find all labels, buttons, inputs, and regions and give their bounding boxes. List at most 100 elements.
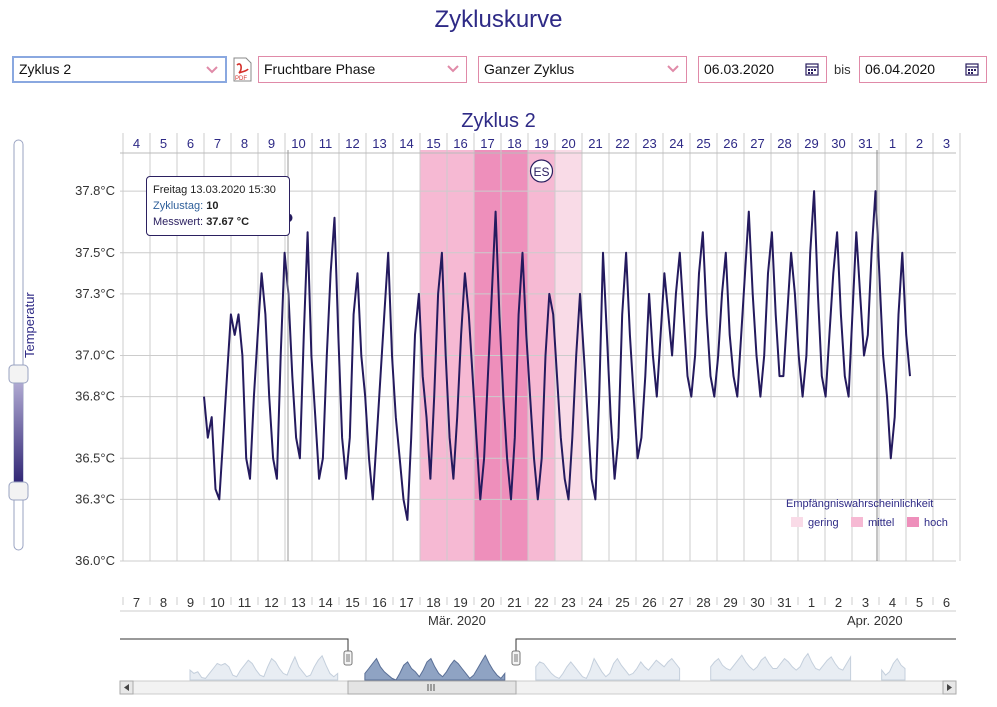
bottom-tick-label: 26 [642,595,656,610]
date-from-value: 06.03.2020 [704,61,775,77]
event-marker-group: ES [529,159,554,183]
date-from-field[interactable]: 06.03.2020 [698,56,827,83]
arrow-right-icon [947,684,952,691]
top-tick-label: 29 [804,136,818,151]
bottom-tick-label: 1 [808,595,815,610]
y-tick-label: 37.3°C [75,286,115,301]
cycle-select-value: Zyklus 2 [19,61,72,77]
top-tick-label: 30 [831,136,845,151]
bottom-tick-label: 14 [318,595,332,610]
tooltip-day-key: Zyklustag: [153,200,204,212]
top-tick-label: 7 [214,136,221,151]
bottom-tick-label: 3 [862,595,869,610]
bottom-tick-label: 21 [507,595,521,610]
bottom-tick-label: 12 [264,595,278,610]
tooltip-value-value: 37.67 °C [206,216,250,228]
navigator-area [189,654,339,681]
top-tick-label: 6 [187,136,194,151]
y-axis: 36.0°C 36.3°C 36.5°C 36.8°C 37.0°C 37.3°C 37.5… [75,183,115,568]
top-tick-label: 16 [453,136,467,151]
phase-select-value: Fruchtbare Phase [264,61,376,77]
y-tick-label: 37.5°C [75,245,115,260]
legend-swatch-mittel [851,517,863,527]
y-zoom-range [14,376,23,488]
pdf-icon: PDF [233,57,252,82]
legend-item-hoch[interactable]: hoch [907,517,948,529]
bottom-tick-label: 18 [426,595,440,610]
legend-swatch-gering [791,517,803,527]
legend-title: Empfängniswahrscheinlichkeit [786,498,934,510]
bottom-tick-label: 31 [777,595,791,610]
bottom-tick-label: 23 [561,595,575,610]
top-tick-label: 20 [561,136,575,151]
top-tick-label: 25 [696,136,710,151]
navigator-area [710,652,852,681]
arrow-left-icon [124,684,129,691]
y-tick-label: 37.8°C [75,183,115,198]
bottom-tick-label: 19 [453,595,467,610]
top-tick-label: 27 [750,136,764,151]
month-label-maerz: Mär. 2020 [428,613,486,628]
pdf-export-button[interactable]: PDF [231,57,253,88]
top-tick-label: 21 [588,136,602,151]
bottom-tick-label: 20 [480,595,494,610]
bottom-tick-label: 30 [750,595,764,610]
navigator-frame [120,638,956,651]
y-tick-label: 36.5°C [75,450,115,465]
legend-label-mittel: mittel [868,517,895,529]
scrollbar-track[interactable] [119,680,957,695]
bottom-tick-label: 11 [238,595,252,610]
navigator-handle-right[interactable] [511,650,521,666]
navigator-group [8,139,957,695]
range-select[interactable]: Ganzer Zyklus [478,56,687,83]
bottom-tick-label: 10 [210,595,224,610]
bottom-tick-label: 24 [588,595,602,610]
top-tick-label: 11 [319,136,333,151]
scrollbar-thumb[interactable] [347,680,517,695]
top-tick-label: 4 [133,136,140,151]
bottom-tick-label: 25 [615,595,629,610]
top-tick-label: 9 [268,136,275,151]
navigator-handle-left[interactable] [343,650,353,666]
y-zoom-handle-top[interactable] [8,364,29,384]
pdf-icon-label: PDF [235,76,247,82]
tooltip-day-value: 10 [206,200,219,212]
date-separator: bis [834,62,851,77]
bottom-tick-label: 9 [187,595,194,610]
bottom-tick-label: 5 [916,595,923,610]
tooltip-value-key: Messwert: [153,216,204,228]
top-tick-label: 5 [160,136,167,151]
cycle-select[interactable]: Zyklus 2 [12,56,227,83]
bottom-tick-label: 6 [943,595,950,610]
phase-select[interactable]: Fruchtbare Phase [258,56,467,83]
bottom-tick-label: 4 [889,595,896,610]
top-tick-label: 13 [372,136,386,151]
bottom-tick-label: 17 [399,595,413,610]
date-to-value: 06.04.2020 [865,61,936,77]
navigator-area [881,657,906,681]
legend-label-gering: gering [808,517,839,529]
top-tick-label: 17 [480,136,494,151]
y-tick-label: 36.0°C [75,553,115,568]
top-tick-label: 19 [534,136,548,151]
top-tick-label: 8 [241,136,248,151]
bottom-tick-label: 15 [345,595,359,610]
top-tick-label: 23 [642,136,656,151]
legend-item-mittel[interactable]: mittel [851,517,894,529]
navigator-area-selected [364,654,506,681]
legend-item-gering[interactable]: gering [791,517,839,529]
top-tick-label: 28 [777,136,791,151]
chevron-down-icon [206,66,218,74]
date-to-field[interactable]: 06.04.2020 [859,56,987,83]
chart-title: Zyklus 2 [461,110,536,132]
bottom-tick-label: 28 [696,595,710,610]
bottom-tick-label: 16 [372,595,386,610]
series-line [203,190,911,521]
event-marker-label: ES [533,165,549,179]
y-tick-label: 37.0°C [75,348,115,363]
bottom-tick-label: 7 [133,595,140,610]
y-zoom-handle-bottom[interactable] [8,481,29,501]
top-tick-label: 14 [399,136,413,151]
top-tick-label: 2 [916,136,923,151]
